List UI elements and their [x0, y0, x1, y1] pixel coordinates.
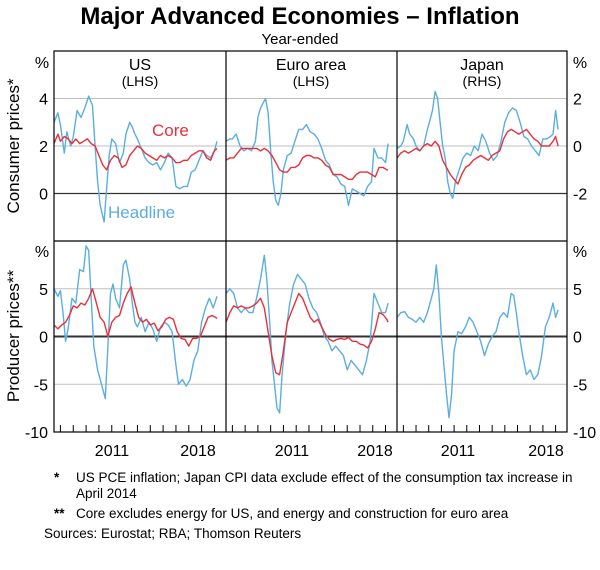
x-tick-2011-japan: 2011 — [441, 443, 476, 460]
y-tick-label-left: 4 — [39, 92, 48, 109]
footnote-mark: ** — [54, 506, 65, 521]
unit-label-bottom-left: % — [35, 244, 49, 261]
y-tick-label-right: 0 — [573, 139, 582, 156]
panel-frames — [53, 50, 568, 433]
series-headline-producer-japan — [396, 264, 559, 419]
x-tick-2011-euro: 2011 — [275, 443, 310, 460]
x-tick-2018-japan: 2018 — [528, 443, 564, 460]
panel-title-us: US — [129, 57, 151, 74]
y-tick-label-right: -2 — [573, 187, 587, 204]
series-core-producer-us — [53, 286, 218, 347]
x-tick-2018-us: 2018 — [180, 443, 216, 460]
chart-title: Major Advanced Economies – Inflation — [80, 3, 519, 30]
series-headline-consumer-japan — [396, 90, 559, 200]
panel-axis-us: (LHS) — [122, 73, 159, 89]
y-tick-label-left: 5 — [39, 282, 48, 299]
footnote-mark: * — [54, 470, 60, 485]
panel-axis-japan: (RHS) — [463, 73, 502, 89]
footnote-text: US PCE inflation; Japan CPI data exclude… — [76, 470, 573, 501]
footnote-1: * US PCE inflation; Japan CPI data exclu… — [44, 470, 584, 502]
series-core-producer-euro-area — [225, 292, 389, 376]
series-core-consumer-us — [53, 133, 218, 171]
y-tick-label-left: -10 — [25, 425, 48, 442]
y-tick-label-right: 0 — [573, 330, 582, 347]
y-tick-label-right: 5 — [573, 282, 582, 299]
panel-title-euro-area: Euro area — [276, 57, 346, 74]
series-label-headline: Headline — [108, 203, 175, 222]
row-label-consumer-prices: Consumer prices* — [4, 78, 23, 213]
y-tick-label-left: 0 — [39, 187, 48, 204]
y-tick-label-right: -5 — [573, 377, 587, 394]
row-label-producer-prices: Producer prices** — [4, 269, 23, 402]
series-label-core: Core — [152, 121, 189, 140]
footnote-2: ** Core excludes energy for US, and ener… — [44, 506, 584, 522]
x-tick-2018-euro: 2018 — [357, 443, 393, 460]
series-headline-producer-euro-area — [225, 254, 389, 414]
panel-title-japan: Japan — [460, 57, 504, 74]
unit-label-bottom-right: % — [573, 244, 587, 261]
y-tick-label-right: -10 — [573, 425, 596, 442]
series-lines — [53, 90, 559, 419]
y-tick-label-left: -5 — [34, 377, 48, 394]
gridlines — [54, 98, 567, 385]
panel-axis-euro-area: (LHS) — [293, 73, 330, 89]
y-tick-label-left: 2 — [39, 139, 48, 156]
chart-subtitle: Year-ended — [261, 31, 338, 48]
sources: Sources: Eurostat; RBA; Thomson Reuters — [44, 526, 302, 541]
chart-canvas: Major Advanced Economies – Inflation Yea… — [4, 3, 596, 460]
footnotes: * US PCE inflation; Japan CPI data exclu… — [44, 470, 584, 542]
y-tick-label-left: 0 — [39, 330, 48, 347]
x-tick-2011-us: 2011 — [95, 443, 130, 460]
footnote-text: Core excludes energy for US, and energy … — [76, 506, 509, 521]
series-headline-consumer-us — [53, 95, 218, 223]
series-headline-producer-us — [53, 245, 218, 400]
axis-labels: 4 2 0 2 0 -2 5 0 -5 -10 5 0 -5 -10 — [25, 92, 596, 443]
series-core-consumer-japan — [396, 128, 559, 185]
series-core-consumer-euro-area — [225, 147, 389, 181]
unit-label-top-right: % — [573, 55, 587, 72]
series-headline-consumer-euro-area — [225, 97, 389, 207]
y-tick-label-right: 2 — [573, 92, 582, 109]
unit-label-top-left: % — [35, 55, 49, 72]
